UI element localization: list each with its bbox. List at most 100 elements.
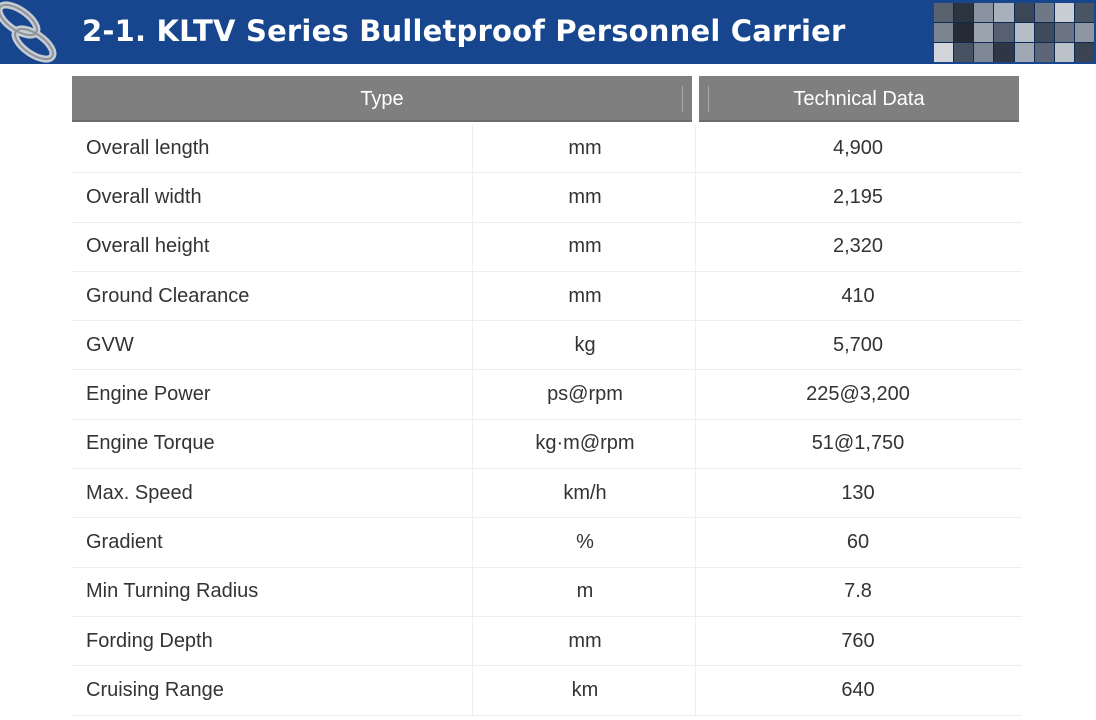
spec-item-label: Min Turning Radius (86, 580, 259, 603)
vehicle-photo-thumbnail (974, 43, 994, 62)
spec-item-label: Engine Power (86, 383, 211, 406)
spec-value: 60 (846, 531, 870, 554)
spec-unit: mm (568, 185, 602, 208)
spec-item-label: Overall length (86, 136, 210, 159)
vehicle-photo-thumbnail (954, 43, 974, 62)
spec-unit: kg (574, 333, 596, 356)
spec-item-label: Overall width (86, 185, 202, 208)
column-header-technical-data-label: Technical Data (793, 87, 925, 110)
row-divider (472, 469, 473, 518)
vehicle-photo-thumbnail (1034, 23, 1054, 42)
table-row: GVW kg 5,700 (72, 321, 1022, 371)
vehicle-photo-thumbnail (994, 3, 1014, 22)
row-divider (695, 321, 696, 370)
vehicle-photo-thumbnail (934, 23, 954, 42)
row-divider (472, 567, 473, 616)
spec-value: 130 (841, 481, 875, 504)
spec-unit: ps@rpm (547, 383, 623, 406)
page-title: 2-1. KLTV Series Bulletproof Personnel C… (82, 14, 846, 48)
table-row: Cruising Range km 640 (72, 666, 1022, 716)
column-header-type: Type (72, 76, 692, 122)
vehicle-photo-thumbnail (1014, 3, 1034, 22)
vehicle-photo-thumbnail (994, 43, 1014, 62)
vehicle-photo-thumbnail (974, 23, 994, 42)
vehicle-photo-thumbnail (994, 23, 1014, 42)
vehicle-photos-collage (934, 3, 1094, 62)
spec-item-label: Engine Torque (86, 432, 215, 455)
row-divider (472, 616, 473, 666)
row-divider (695, 124, 696, 173)
spec-unit: m (576, 580, 594, 603)
row-divider (695, 271, 696, 321)
spec-value: 2,195 (832, 185, 884, 208)
vehicle-photo-thumbnail (1034, 3, 1054, 22)
spec-unit: mm (568, 284, 602, 307)
spec-value: 7.8 (844, 580, 872, 603)
row-divider (472, 666, 473, 715)
spec-item-label: GVW (86, 333, 134, 356)
table-row: Engine Torque kg·m@rpm 51@1,750 (72, 419, 1022, 470)
row-divider (472, 173, 473, 222)
spec-unit: mm (568, 629, 602, 652)
vehicle-photo-thumbnail (1054, 43, 1074, 62)
row-divider (472, 321, 473, 370)
table-row: Ground Clearance mm 410 (72, 271, 1022, 322)
spec-item-label: Ground Clearance (86, 284, 250, 307)
table-row: Max. Speed km/h 130 (72, 469, 1022, 519)
table-row: Gradient % 60 (72, 518, 1022, 568)
row-divider (472, 419, 473, 469)
chain-link-icon (0, 1, 57, 63)
row-divider (695, 567, 696, 616)
row-divider (695, 222, 696, 271)
table-row: Min Turning Radius m 7.8 (72, 567, 1022, 617)
row-divider (472, 222, 473, 271)
row-divider (695, 666, 696, 715)
spec-item-label: Fording Depth (86, 629, 213, 652)
vehicle-photo-thumbnail (1074, 23, 1094, 42)
vehicle-photo-thumbnail (974, 3, 994, 22)
spec-value: 760 (841, 629, 875, 652)
row-divider (472, 518, 473, 567)
row-divider (695, 616, 696, 666)
spec-value: 5,700 (832, 333, 884, 356)
spec-rows: Overall length mm 4,900 Overall width mm… (72, 124, 1022, 716)
spec-item-label: Max. Speed (86, 481, 193, 504)
table-row: Overall length mm 4,900 (72, 124, 1022, 174)
vehicle-photo-thumbnail (1034, 43, 1054, 62)
column-header-type-label: Type (360, 87, 404, 110)
row-divider (695, 370, 696, 419)
spec-table: Type Technical Data Overall length mm 4,… (72, 76, 1022, 716)
spec-value: 410 (841, 284, 875, 307)
vehicle-photo-thumbnail (1074, 3, 1094, 22)
table-row: Overall height mm 2,320 (72, 222, 1022, 272)
spec-unit: mm (568, 136, 602, 159)
spec-unit: km (571, 678, 599, 701)
spec-unit: kg·m@rpm (535, 432, 635, 455)
spec-unit: mm (568, 235, 602, 258)
row-divider (472, 124, 473, 173)
row-divider (695, 469, 696, 518)
spec-value: 51@1,750 (811, 432, 905, 455)
vehicle-photo-thumbnail (1054, 23, 1074, 42)
row-divider (472, 271, 473, 321)
table-row: Overall width mm 2,195 (72, 173, 1022, 223)
header-divider (708, 86, 709, 112)
vehicle-photo-thumbnail (954, 3, 974, 22)
vehicle-photo-thumbnail (954, 23, 974, 42)
row-divider (695, 518, 696, 567)
title-bar: 2-1. KLTV Series Bulletproof Personnel C… (0, 0, 1096, 64)
spec-value: 225@3,200 (806, 383, 910, 406)
vehicle-photo-thumbnail (1054, 3, 1074, 22)
vehicle-photo-thumbnail (934, 43, 954, 62)
spec-item-label: Gradient (86, 531, 163, 554)
vehicle-photo-thumbnail (1014, 43, 1034, 62)
header-divider (682, 86, 683, 112)
spec-unit: km/h (563, 481, 607, 504)
spec-item-label: Cruising Range (86, 678, 224, 701)
vehicle-photo-thumbnail (1074, 43, 1094, 62)
table-row: Fording Depth mm 760 (72, 616, 1022, 667)
vehicle-photo-thumbnail (1014, 23, 1034, 42)
row-divider (695, 419, 696, 469)
spec-value: 2,320 (832, 235, 884, 258)
spec-item-label: Overall height (86, 235, 210, 258)
